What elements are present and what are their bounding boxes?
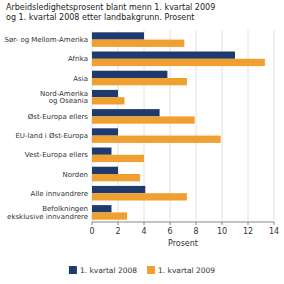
- category-label: Sør- og Mellom-Amerika: [4, 36, 88, 44]
- tick-label: 6: [167, 227, 172, 236]
- title: Arbeidsledighetsprosent blant menn 1. kv…: [6, 3, 215, 22]
- category-label: EU-land i Øst-Europa: [15, 132, 88, 140]
- text-line: Sør- og Mellom-Amerika: [4, 36, 88, 44]
- grid: [92, 30, 274, 222]
- legend-label: 1. kvartal 2009: [158, 266, 215, 275]
- background: [0, 0, 284, 284]
- text-line: og Oseania: [49, 97, 88, 105]
- text-line: Alle innvandrere: [31, 190, 88, 198]
- legend-swatch: [147, 266, 155, 274]
- category-label: Vest-Europa ellers: [25, 151, 89, 159]
- category-label: Nord-Amerikaog Oseania: [40, 90, 88, 106]
- tick-label: 10: [217, 227, 227, 236]
- tick-label: 2: [115, 227, 120, 236]
- bar: [92, 109, 160, 116]
- bar: [92, 90, 118, 97]
- text-line: Norden: [63, 171, 88, 179]
- bar: [92, 148, 112, 155]
- category-label: Alle innvandrere: [31, 190, 88, 198]
- bar: [92, 32, 144, 39]
- bar: [92, 116, 195, 123]
- bar: [92, 167, 118, 174]
- bar: [92, 205, 112, 212]
- bar: [92, 52, 235, 59]
- bar: [92, 212, 127, 219]
- category-label: Afrika: [68, 55, 88, 63]
- bar: [92, 186, 145, 193]
- bar: [92, 193, 187, 200]
- category-label: Øst-Europa ellers: [28, 113, 89, 121]
- tick-label: 4: [141, 227, 146, 236]
- legend-label: 1. kvartal 2008: [80, 266, 137, 275]
- text-line: Vest-Europa ellers: [25, 151, 89, 159]
- category-label: Asia: [73, 75, 88, 83]
- category-label: Norden: [63, 171, 88, 179]
- x-axis-label: Prosent: [168, 239, 198, 248]
- bar: [92, 136, 221, 143]
- text-line: Arbeidsledighetsprosent blant menn 1. kv…: [6, 3, 215, 12]
- text-line: eksklusive innvandrere: [7, 213, 88, 221]
- category-label: Befolkningeneksklusive innvandrere: [7, 205, 88, 221]
- bar: [92, 174, 140, 181]
- legend-item: 1. kvartal 2008: [69, 266, 137, 275]
- tick-label: 14: [269, 227, 279, 236]
- text-line: Afrika: [68, 55, 88, 63]
- tick-label: 12: [243, 227, 253, 236]
- x-axis: [92, 222, 274, 223]
- text-line: og 1. kvartal 2008 etter landbakgrunn. P…: [6, 13, 194, 22]
- bar: [92, 97, 125, 104]
- bar: [92, 71, 167, 78]
- tick-label: 8: [193, 227, 198, 236]
- bar: [92, 155, 144, 162]
- text-line: Asia: [73, 75, 88, 83]
- chart: Arbeidsledighetsprosent blant menn 1. kv…: [0, 0, 284, 284]
- legend: 1. kvartal 2008 1. kvartal 2009: [69, 266, 215, 275]
- bars: [92, 32, 265, 219]
- bar: [92, 128, 118, 135]
- legend-swatch: [69, 266, 77, 274]
- bar: [92, 78, 187, 85]
- grid-line: [274, 30, 275, 222]
- text-line: Øst-Europa ellers: [28, 113, 89, 121]
- legend-item: 1. kvartal 2009: [147, 266, 215, 275]
- text-line: EU-land i Øst-Europa: [15, 132, 88, 140]
- tick-label: 0: [89, 227, 94, 236]
- bar: [92, 59, 265, 66]
- bar: [92, 40, 184, 47]
